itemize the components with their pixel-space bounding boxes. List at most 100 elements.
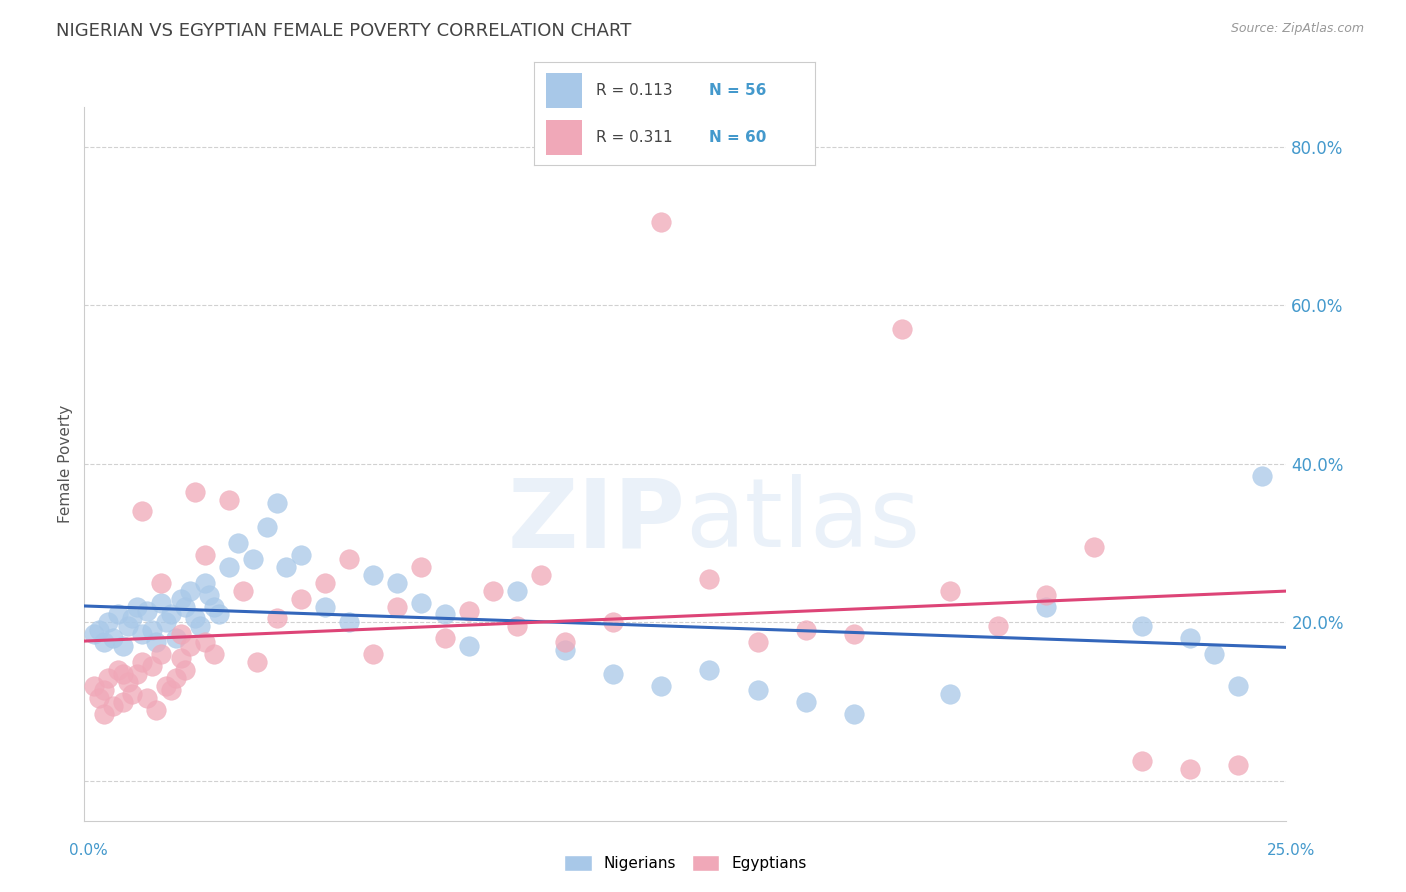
Point [385,575,408,590]
Point [107,663,129,677]
Point [266,496,288,510]
Point [530,567,553,582]
Point [155,615,177,630]
Point [135,603,157,617]
Point [194,575,217,590]
Text: atlas: atlas [686,475,921,567]
Point [145,635,167,649]
Bar [546,73,582,108]
Point [141,659,163,673]
Point [434,607,457,622]
Legend: Nigerians, Egyptians: Nigerians, Egyptians [558,849,813,877]
Point [434,632,457,646]
Point [194,548,217,562]
Text: N = 60: N = 60 [709,130,766,145]
Text: 0.0%: 0.0% [69,843,108,858]
Point [127,599,149,614]
Point [1227,758,1250,772]
Point [194,635,217,649]
Text: ZIP: ZIP [508,475,686,567]
Point [290,548,312,562]
Point [208,607,231,622]
Text: 25.0%: 25.0% [1267,843,1315,858]
Point [256,520,278,534]
Point [246,655,269,669]
Point [93,635,115,649]
Point [747,635,769,649]
Point [179,639,201,653]
Point [266,611,288,625]
Point [184,484,207,499]
Point [842,627,865,641]
Point [93,706,115,721]
Point [482,583,505,598]
Point [290,591,312,606]
Point [127,667,149,681]
Point [1130,619,1153,633]
Point [602,667,624,681]
Point [160,682,183,697]
Point [198,588,221,602]
Point [1035,599,1057,614]
Point [160,607,183,622]
Point [97,671,120,685]
Point [169,591,191,606]
Point [103,632,125,646]
Point [117,674,139,689]
Point [506,583,529,598]
Bar [546,120,582,155]
Point [458,639,481,653]
Point [87,624,110,638]
Point [218,492,240,507]
Point [165,671,187,685]
Point [939,583,962,598]
Point [794,695,817,709]
Point [506,619,529,633]
Point [242,552,264,566]
Point [987,619,1010,633]
Point [169,627,191,641]
Point [165,632,187,646]
Text: Source: ZipAtlas.com: Source: ZipAtlas.com [1230,22,1364,36]
Point [226,536,249,550]
Point [314,575,336,590]
Point [650,679,672,693]
Point [188,619,211,633]
Point [337,552,360,566]
Point [939,687,962,701]
Point [699,572,721,586]
Point [218,560,240,574]
Point [174,599,197,614]
Point [121,687,143,701]
Point [1180,632,1202,646]
Point [150,647,173,661]
Point [747,682,769,697]
Point [83,679,105,693]
Point [1180,762,1202,776]
Point [111,695,134,709]
Point [87,690,110,705]
Point [699,663,721,677]
Point [150,575,173,590]
Point [385,599,408,614]
Point [131,627,153,641]
Point [141,624,163,638]
Point [169,651,191,665]
Point [890,322,912,336]
Point [202,599,225,614]
Point [93,682,115,697]
Point [150,596,173,610]
Point [83,627,105,641]
Point [184,611,207,625]
Point [111,667,134,681]
Point [314,599,336,614]
Point [135,690,157,705]
Point [179,583,201,598]
Point [337,615,360,630]
Point [232,583,254,598]
Point [103,698,125,713]
Point [131,655,153,669]
Point [131,504,153,518]
Point [458,603,481,617]
Text: R = 0.113: R = 0.113 [596,83,672,97]
